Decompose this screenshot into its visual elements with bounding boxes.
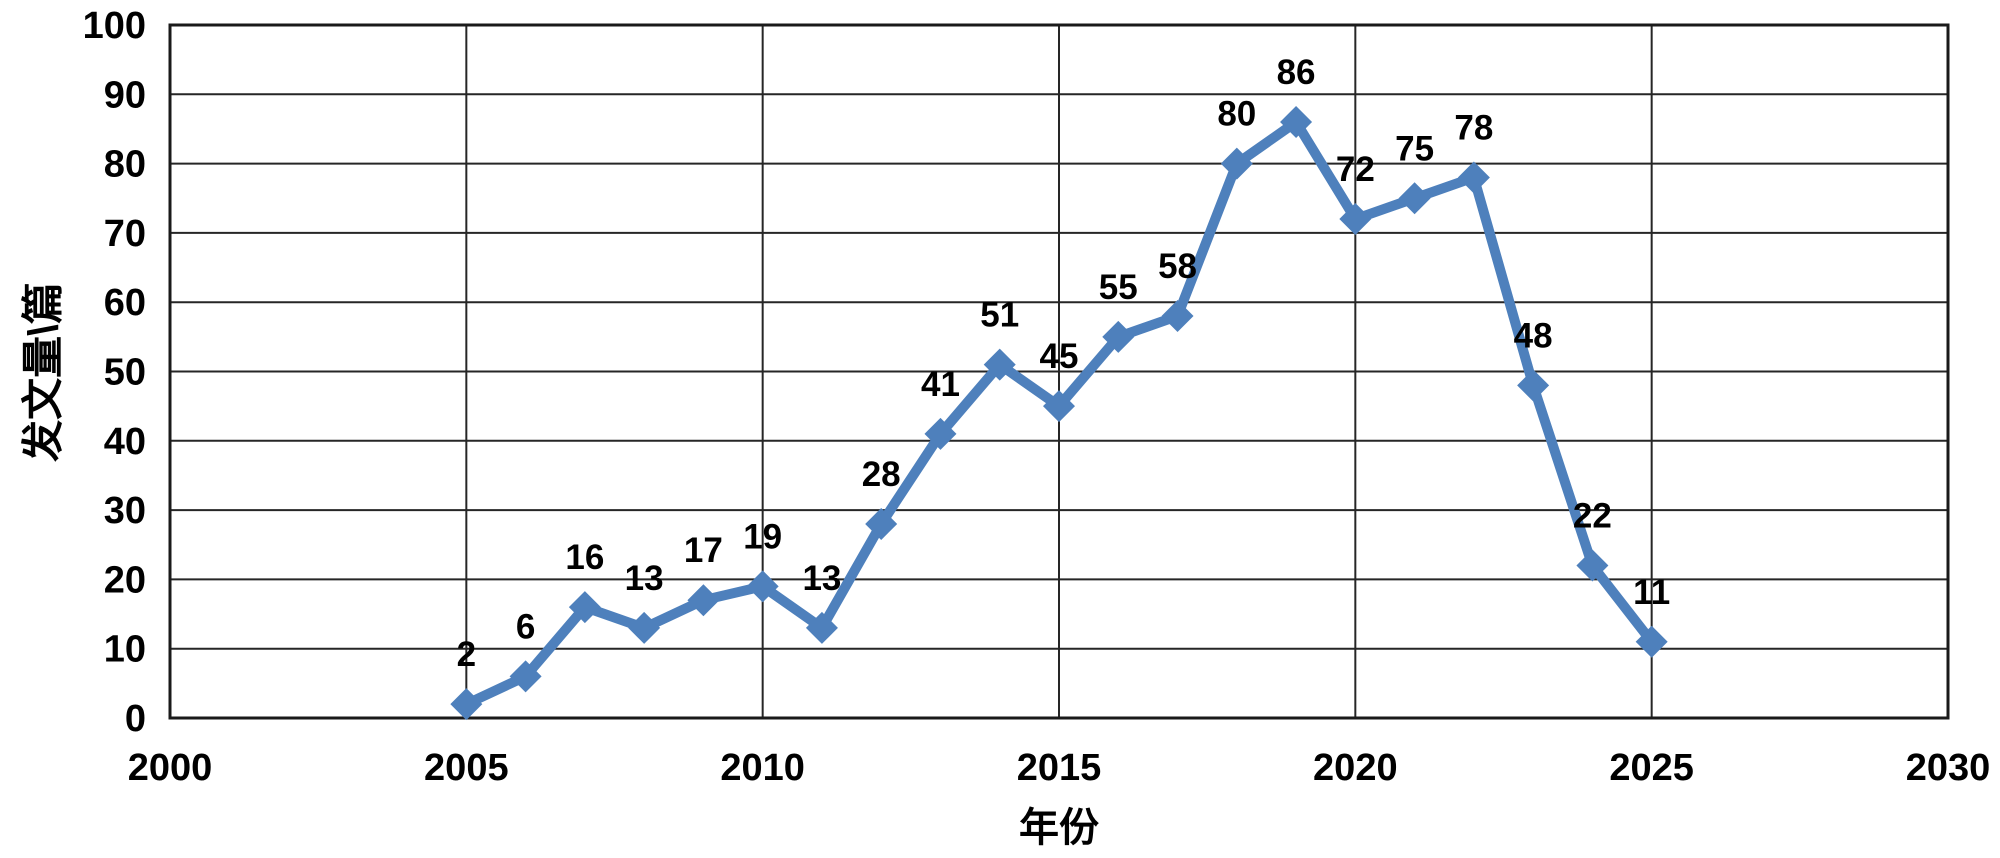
data-point-label: 55 — [1099, 268, 1138, 307]
y-axis-title: 发文量\篇 — [19, 282, 67, 462]
data-point-label: 41 — [921, 365, 960, 404]
data-point-marker — [1398, 182, 1431, 215]
data-point-label: 58 — [1158, 247, 1197, 286]
data-point-label: 22 — [1573, 497, 1612, 536]
data-point-marker — [1280, 106, 1313, 139]
data-point-marker — [1576, 549, 1609, 582]
x-tick-label: 2005 — [424, 747, 509, 789]
x-axis-title: 年份 — [1019, 806, 1099, 850]
data-point-marker — [924, 417, 957, 450]
data-point-marker — [1043, 390, 1075, 423]
x-tick-label: 2010 — [720, 747, 805, 789]
data-point-marker — [628, 611, 661, 644]
x-tick-label: 2020 — [1313, 747, 1398, 789]
data-point-label: 75 — [1395, 129, 1434, 168]
data-point-marker — [568, 591, 601, 624]
data-point-label: 51 — [980, 296, 1019, 335]
data-point-label: 6 — [516, 607, 535, 646]
x-tick-label: 2000 — [128, 747, 213, 789]
data-point-marker — [1517, 369, 1550, 402]
data-point-marker — [746, 570, 779, 603]
y-tick-label: 30 — [104, 490, 146, 532]
y-tick-label: 100 — [83, 5, 146, 47]
data-point-marker — [1339, 203, 1372, 236]
x-tick-label: 2030 — [1906, 747, 1991, 789]
y-tick-label: 80 — [104, 144, 146, 186]
data-point-label: 80 — [1217, 95, 1256, 134]
y-tick-label: 40 — [104, 421, 146, 463]
x-tick-label: 2015 — [1017, 747, 1102, 789]
data-point-marker — [1102, 320, 1135, 353]
data-point-marker — [509, 660, 542, 693]
y-tick-label: 70 — [104, 213, 146, 255]
data-point-label: 28 — [862, 455, 901, 494]
y-tick-label: 90 — [104, 74, 146, 116]
data-point-marker — [983, 348, 1016, 381]
data-point-marker — [450, 688, 483, 721]
data-point-label: 78 — [1454, 108, 1493, 147]
data-point-marker — [687, 584, 720, 617]
data-point-marker — [805, 611, 838, 644]
x-tick-label: 2025 — [1609, 747, 1694, 789]
data-point-marker — [1457, 161, 1490, 194]
data-point-label: 19 — [743, 517, 782, 556]
y-tick-label: 20 — [104, 559, 146, 601]
y-tick-label: 60 — [104, 282, 146, 324]
data-point-label: 45 — [1040, 337, 1079, 376]
y-tick-label: 0 — [125, 698, 146, 740]
plot-border — [168, 23, 1950, 720]
data-point-label: 16 — [565, 538, 604, 577]
data-point-marker — [1161, 300, 1194, 333]
data-point-label: 17 — [684, 531, 723, 570]
y-tick-label: 10 — [104, 629, 146, 671]
data-point-marker — [865, 507, 898, 540]
data-point-label: 48 — [1514, 316, 1553, 355]
data-point-marker — [1220, 147, 1253, 180]
data-point-label: 13 — [625, 559, 664, 598]
data-point-label: 86 — [1277, 53, 1316, 92]
data-point-label: 72 — [1336, 150, 1375, 189]
data-point-label: 13 — [802, 559, 841, 598]
y-tick-label: 50 — [104, 352, 146, 394]
data-point-label: 11 — [1633, 573, 1670, 612]
data-point-label: 2 — [457, 635, 476, 674]
data-point-marker — [1635, 625, 1668, 658]
